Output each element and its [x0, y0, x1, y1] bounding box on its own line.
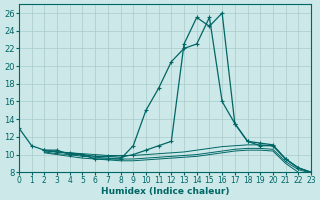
X-axis label: Humidex (Indice chaleur): Humidex (Indice chaleur): [101, 187, 229, 196]
